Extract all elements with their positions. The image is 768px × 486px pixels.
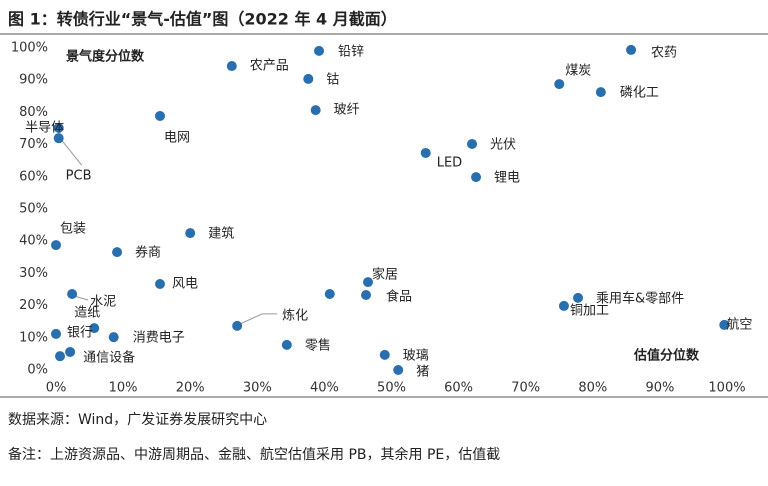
point-label: 包装 [60, 222, 86, 237]
point-label: 铅锌 [338, 44, 364, 59]
point-label: 农药 [651, 45, 677, 60]
x-tick-label: 40% [310, 381, 339, 396]
x-tick-label: 20% [176, 381, 205, 396]
point-label: 光伏 [490, 137, 516, 152]
scatter-point [53, 122, 64, 133]
scatter-point [379, 349, 390, 360]
scatter-point [108, 332, 119, 343]
x-tick-label: 30% [243, 381, 272, 396]
point-label: 食品 [386, 288, 412, 304]
scatter-point [554, 79, 565, 90]
y-tick-label: 40% [19, 234, 48, 249]
point-label: 锂电 [494, 171, 520, 186]
scatter-point [467, 138, 478, 149]
x-tick-label: 10% [109, 381, 138, 396]
scatter-point [303, 73, 314, 84]
scatter-point [420, 147, 431, 158]
point-label: 零售 [305, 337, 331, 353]
scatter-point [719, 319, 730, 330]
y-axis-title: 景气度分位数 [66, 49, 145, 65]
scatter-point [573, 292, 584, 303]
x-tick-label: 50% [377, 381, 406, 396]
x-tick-label: 70% [511, 381, 540, 396]
scatter-point [155, 279, 166, 290]
y-tick-label: 70% [19, 137, 48, 152]
point-label: 风电 [172, 277, 198, 292]
scatter-point [626, 44, 637, 55]
chart-title: 图 1：转债行业“景气-估值”图（2022 年 4 月截面） [8, 10, 397, 29]
point-label: 猪 [416, 365, 429, 380]
point-label: 玻纤 [334, 103, 360, 118]
point-label: 磷化工 [620, 86, 659, 101]
x-tick-label: 90% [645, 381, 674, 396]
scatter-point [51, 328, 61, 339]
leader-line [73, 295, 89, 301]
scatter-point [232, 320, 243, 331]
point-label: 航空 [726, 316, 752, 332]
y-tick-label: 50% [19, 202, 48, 217]
x-axis-title: 估值分位数 [633, 348, 700, 364]
scatter-point [324, 289, 335, 300]
scatter-point [51, 240, 61, 251]
point-label: 消费电子 [133, 331, 185, 346]
scatter-point [281, 339, 292, 350]
y-tick-label: 90% [19, 73, 48, 88]
scatter-point [310, 105, 321, 116]
x-tick-label: 100% [708, 381, 745, 396]
scatter-point [67, 289, 78, 300]
x-tick-label: 80% [578, 381, 607, 396]
point-label: 半导体 [25, 120, 64, 135]
scatter-point [53, 133, 64, 144]
leader-line [239, 313, 278, 325]
scatter-point [185, 228, 196, 239]
point-label: 银行 [67, 325, 93, 340]
scatter-point [314, 45, 325, 56]
scatter-point [363, 277, 374, 288]
scatter-point [55, 351, 66, 362]
point-label: 煤炭 [565, 64, 591, 79]
point-label: 农产品 [250, 59, 289, 74]
scatter-point [361, 289, 372, 300]
scatter-point [155, 110, 166, 121]
scatter-point [89, 323, 100, 334]
point-label: 钴 [326, 72, 339, 87]
point-label: 家居 [372, 267, 398, 283]
point-label: 水泥 [90, 295, 116, 310]
source-note: 数据来源：Wind，广发证券发展研究中心 [8, 412, 267, 428]
scatter-point [558, 300, 569, 311]
point-label: 券商 [135, 245, 161, 261]
point-label: 乘用车&零部件 [596, 290, 684, 306]
point-label: PCB [66, 169, 92, 184]
point-label: 铜加工 [570, 303, 609, 318]
point-label: 玻璃 [403, 348, 429, 363]
leader-line [61, 139, 83, 166]
y-tick-label: 30% [19, 266, 48, 281]
point-label: 炼化 [282, 308, 308, 323]
point-label: LED [437, 155, 462, 170]
scatter-point [595, 87, 606, 98]
scatter-point [471, 172, 482, 183]
scatter-point [112, 247, 123, 258]
y-tick-label: 60% [19, 169, 48, 184]
point-label: 电网 [164, 130, 190, 145]
y-tick-label: 20% [19, 298, 48, 313]
y-tick-label: 100% [11, 41, 48, 56]
y-tick-label: 10% [19, 330, 48, 345]
y-tick-label: 0% [27, 363, 48, 378]
scatter-point [226, 61, 237, 72]
point-label: 建筑 [208, 226, 234, 242]
x-tick-label: 0% [46, 381, 67, 396]
y-tick-label: 80% [19, 105, 48, 120]
remark-note: 备注：上游资源品、中游周期品、金融、航空估值采用 PB，其余用 PE，估值截 [8, 446, 500, 463]
scatter-point [393, 365, 404, 375]
scatter-point [65, 346, 76, 357]
point-label: 造纸 [74, 306, 100, 321]
x-tick-label: 60% [444, 381, 473, 396]
point-label: 通信设备 [83, 349, 135, 365]
